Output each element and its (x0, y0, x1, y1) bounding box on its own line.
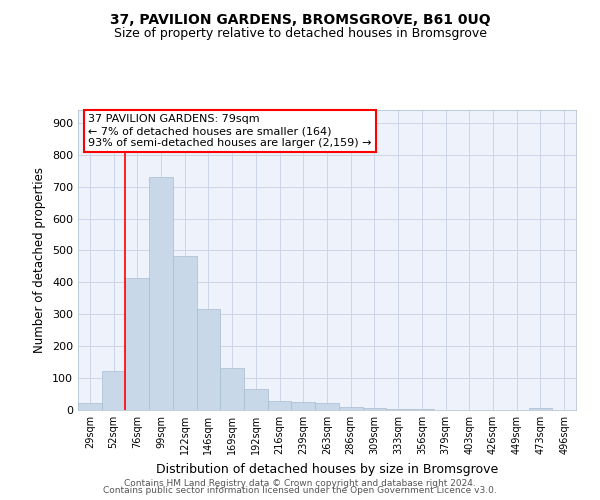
Bar (78, 403, 102, 410)
Bar (173, 256, 197, 410)
Bar (292, 402, 315, 410)
Bar (386, 409, 410, 410)
Text: 37 PAVILION GARDENS: 79sqm
← 7% of detached houses are smaller (164)
93% of semi: 37 PAVILION GARDENS: 79sqm ← 7% of detac… (88, 114, 371, 148)
Text: Size of property relative to detached houses in Bromsgrove: Size of property relative to detached ho… (113, 28, 487, 40)
Bar (197, 310, 220, 410)
Bar (149, 177, 173, 410)
X-axis label: Distribution of detached houses by size in Bromsgrove: Distribution of detached houses by size … (156, 462, 498, 475)
Bar (529, 408, 552, 410)
Bar (362, 408, 386, 410)
Text: 37, PAVILION GARDENS, BROMSGROVE, B61 0UQ: 37, PAVILION GARDENS, BROMSGROVE, B61 0U… (110, 12, 490, 26)
Text: Contains HM Land Registry data © Crown copyright and database right 2024.: Contains HM Land Registry data © Crown c… (124, 478, 476, 488)
Bar (244, 390, 268, 410)
Bar (125, 278, 149, 410)
Bar (315, 403, 339, 410)
Bar (102, 371, 125, 410)
Y-axis label: Number of detached properties: Number of detached properties (34, 167, 46, 353)
Text: Contains public sector information licensed under the Open Government Licence v3: Contains public sector information licen… (103, 486, 497, 495)
Bar (268, 401, 292, 410)
Bar (339, 407, 362, 410)
Bar (220, 368, 244, 410)
